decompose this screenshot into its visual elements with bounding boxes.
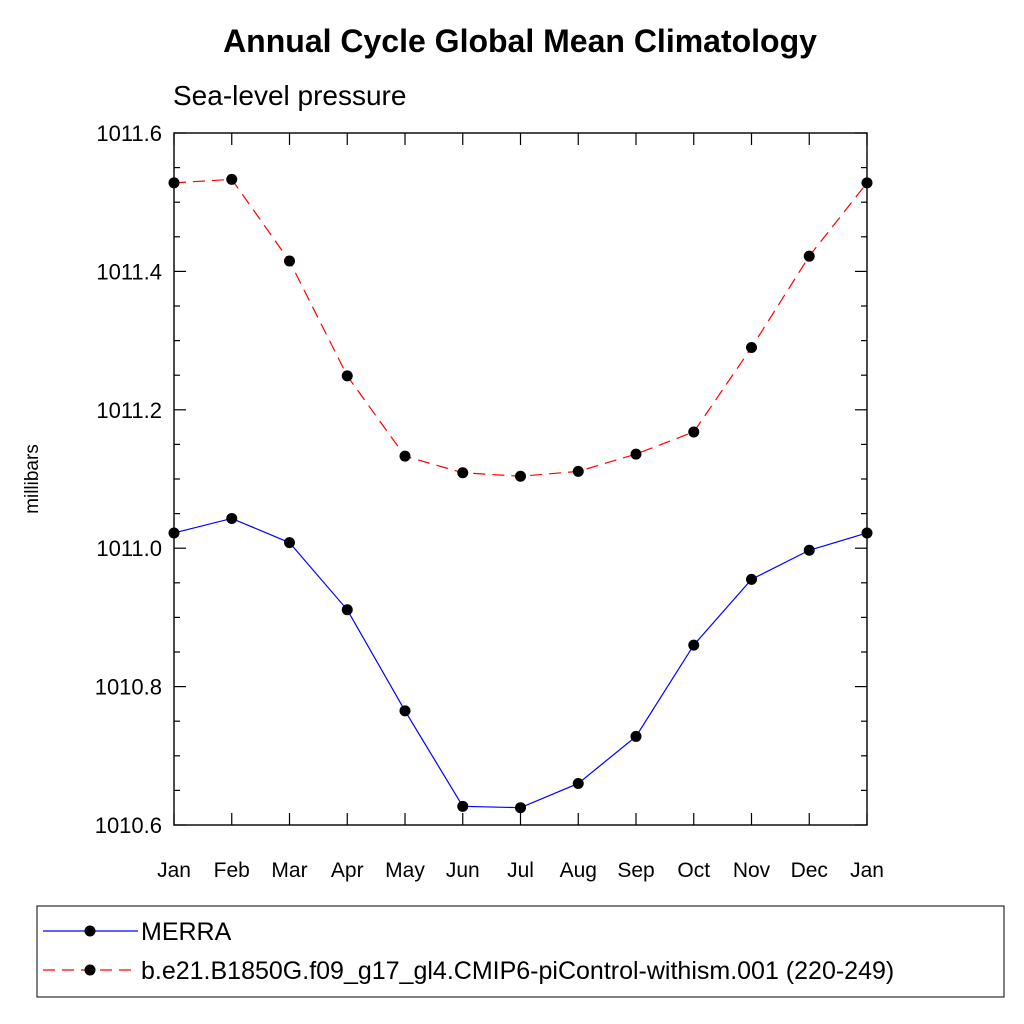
legend-marker-0 [84,925,96,937]
x-tick-label: Nov [733,859,771,882]
series-0-point [515,802,526,814]
series-layer [168,173,873,814]
x-tick-label: May [385,859,425,882]
series-1-point [572,465,584,477]
x-tick-label: Jan [157,859,191,882]
series-line-1 [173,178,868,477]
chart-subtitle: Sea-level pressure [173,80,406,111]
series-1-point [226,173,238,185]
series-0-point [630,730,642,742]
y-tick-label: 1011.6 [96,121,162,146]
x-axis-tick-labels: Jan Feb Mar Apr May Jun Jul Aug Sep Oct Nov Dec Jan [157,859,884,882]
series-1-point [746,342,757,354]
series-0-point [341,604,353,616]
series-0-point [457,800,469,812]
chart-title: Annual Cycle Global Mean Climatology [223,23,817,59]
x-tick-label: Mar [271,859,307,882]
x-tick-label: Jan [850,859,884,882]
legend-label-1: b.e21.B1850G.f09_g17_gl4.CMIP6-piControl… [141,957,894,985]
series-0-point [284,537,295,549]
x-tick-label: Feb [214,859,250,882]
legend-marker-1 [84,964,96,976]
series-0-point [572,777,584,789]
x-tick-label: Oct [677,859,710,882]
y-tick-label: 1011.4 [96,259,162,284]
legend: MERRA b.e21.B1850G.f09_g17_gl4.CMIP6-piCo… [36,905,1005,998]
series-1-point [341,370,353,382]
series-0-point [226,512,238,524]
legend-box [36,905,1005,998]
y-tick-label: 1010.6 [95,813,162,838]
x-tick-label: Aug [560,859,597,882]
plot-frame [173,132,868,826]
series-1-point [284,255,295,267]
series-1-point [630,448,642,460]
series-1-point [803,250,815,262]
y-tick-label: 1011.0 [96,536,162,561]
x-tick-label: Dec [791,859,828,882]
legend-label-0: MERRA [141,918,232,946]
y-tick-label: 1010.8 [95,675,162,700]
x-tick-label: Apr [331,859,364,882]
series-1-point [399,450,411,462]
y-axis-tick-labels: 1010.6 1010.8 1011.0 1011.2 1011.4 1011.6 [95,121,162,838]
x-tick-label: Jul [507,859,534,882]
series-0-point [688,639,700,651]
series-line-0 [173,517,868,809]
x-tick-label: Jun [446,859,480,882]
y-tick-label: 1011.2 [96,398,162,423]
series-0-point [399,705,411,717]
y-axis-label: millibars [22,444,43,514]
series-1-point [688,426,700,438]
series-1-point [457,467,469,479]
series-0-point [746,573,757,585]
series-1-point [515,470,526,482]
series-0-point [803,544,815,556]
x-tick-label: Sep [617,859,654,882]
